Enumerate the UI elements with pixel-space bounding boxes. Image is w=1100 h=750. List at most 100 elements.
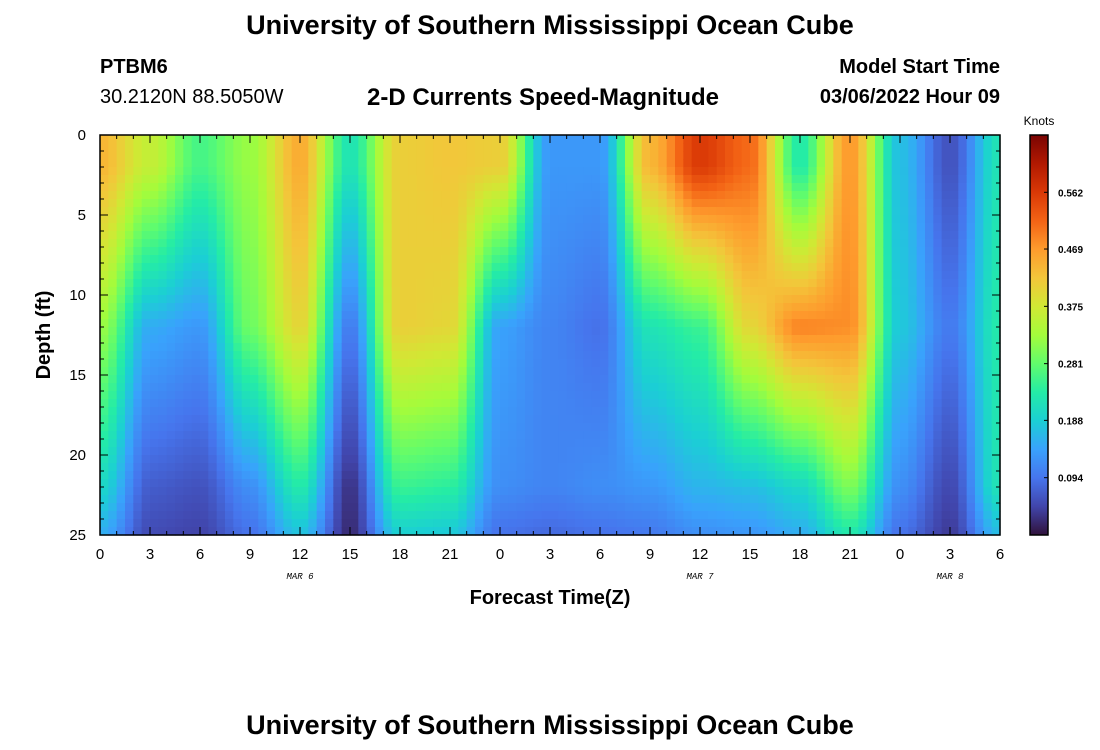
heatmap-cell [400, 391, 409, 400]
heatmap-cell [266, 447, 276, 456]
heatmap-cell [658, 463, 668, 472]
heatmap-cell [666, 519, 676, 528]
heatmap-cell [558, 343, 568, 352]
heatmap-cell [508, 159, 518, 168]
heatmap-cell [191, 175, 201, 184]
heatmap-cell [466, 327, 476, 336]
heatmap-cell [283, 231, 293, 240]
heatmap-cell [183, 495, 193, 504]
heatmap-cell [283, 503, 293, 512]
heatmap-cell [300, 167, 309, 176]
heatmap-cell [516, 327, 526, 336]
heatmap-cell [883, 487, 893, 496]
heatmap-cell [725, 383, 734, 392]
heatmap-cell [400, 223, 409, 232]
heatmap-cell [908, 471, 918, 480]
heatmap-cell [200, 519, 209, 528]
heatmap-cell [625, 447, 634, 456]
heatmap-cell [166, 231, 176, 240]
heatmap-cell [400, 255, 409, 264]
heatmap-cell [725, 159, 734, 168]
heatmap-cell [191, 159, 201, 168]
heatmap-cell [266, 319, 276, 328]
heatmap-cell [800, 455, 809, 464]
heatmap-cell [583, 423, 593, 432]
chart-subtitle: 2-D Currents Speed-Magnitude [367, 84, 720, 111]
heatmap-cell [200, 247, 209, 256]
heatmap-cell [316, 463, 326, 472]
heatmap-cell [533, 527, 543, 536]
heatmap-cell [375, 343, 384, 352]
heatmap-cell [208, 423, 218, 432]
heatmap-cell [916, 151, 926, 160]
heatmap-cell [675, 247, 684, 256]
heatmap-cell [458, 223, 468, 232]
heatmap-cell [383, 159, 393, 168]
heatmap-cell [641, 431, 651, 440]
heatmap-cell [608, 311, 618, 320]
heatmap-cell [266, 183, 276, 192]
heatmap-cell [141, 287, 151, 296]
heatmap-cell [158, 479, 168, 488]
heatmap-cell [925, 351, 934, 360]
heatmap-cell [316, 311, 326, 320]
heatmap-cell [800, 375, 809, 384]
heatmap-cell [183, 191, 193, 200]
heatmap-cell [100, 151, 109, 160]
heatmap-cell [583, 495, 593, 504]
heatmap-cell [316, 183, 326, 192]
heatmap-cell [233, 207, 243, 216]
heatmap-cell [766, 351, 776, 360]
heatmap-cell [258, 279, 268, 288]
heatmap-cell [500, 303, 509, 312]
heatmap-cell [516, 447, 526, 456]
heatmap-cell [191, 415, 201, 424]
heatmap-cell [550, 519, 559, 528]
heatmap-cell [816, 439, 826, 448]
heatmap-cell [150, 487, 159, 496]
heatmap-cell [116, 287, 126, 296]
heatmap-cell [266, 271, 276, 280]
heatmap-cell [908, 199, 918, 208]
heatmap-cell [108, 239, 118, 248]
heatmap-cell [466, 479, 476, 488]
heatmap-cell [533, 479, 543, 488]
heatmap-cell [441, 351, 451, 360]
heatmap-cell [116, 199, 126, 208]
heatmap-cell [241, 239, 251, 248]
heatmap-cell [466, 343, 476, 352]
heatmap-cell [883, 263, 893, 272]
heatmap-cell [191, 479, 201, 488]
heatmap-cell [825, 439, 834, 448]
heatmap-cell [191, 303, 201, 312]
heatmap-cell [650, 407, 659, 416]
heatmap-cell [316, 447, 326, 456]
heatmap-cell [441, 495, 451, 504]
heatmap-cell [150, 511, 159, 520]
heatmap-cell [366, 231, 376, 240]
heatmap-cell [816, 327, 826, 336]
heatmap-cell [358, 335, 368, 344]
heatmap-cell [491, 399, 501, 408]
heatmap-cell [108, 471, 118, 480]
heatmap-cell [325, 303, 334, 312]
heatmap-cell [841, 239, 851, 248]
heatmap-cell [908, 327, 918, 336]
heatmap-cell [791, 359, 801, 368]
heatmap-cell [316, 143, 326, 152]
heatmap-cell [900, 431, 909, 440]
heatmap-cell [283, 479, 293, 488]
heatmap-cell [150, 391, 159, 400]
heatmap-cell [416, 399, 426, 408]
heatmap-cell [475, 287, 484, 296]
heatmap-cell [383, 303, 393, 312]
heatmap-cell [491, 247, 501, 256]
heatmap-cell [291, 343, 301, 352]
heatmap-cell [250, 207, 259, 216]
heatmap-cell [516, 279, 526, 288]
heatmap-cell [875, 271, 884, 280]
heatmap-cell [658, 487, 668, 496]
heatmap-cell [625, 159, 634, 168]
heatmap-cell [400, 471, 409, 480]
heatmap-cell [500, 495, 509, 504]
